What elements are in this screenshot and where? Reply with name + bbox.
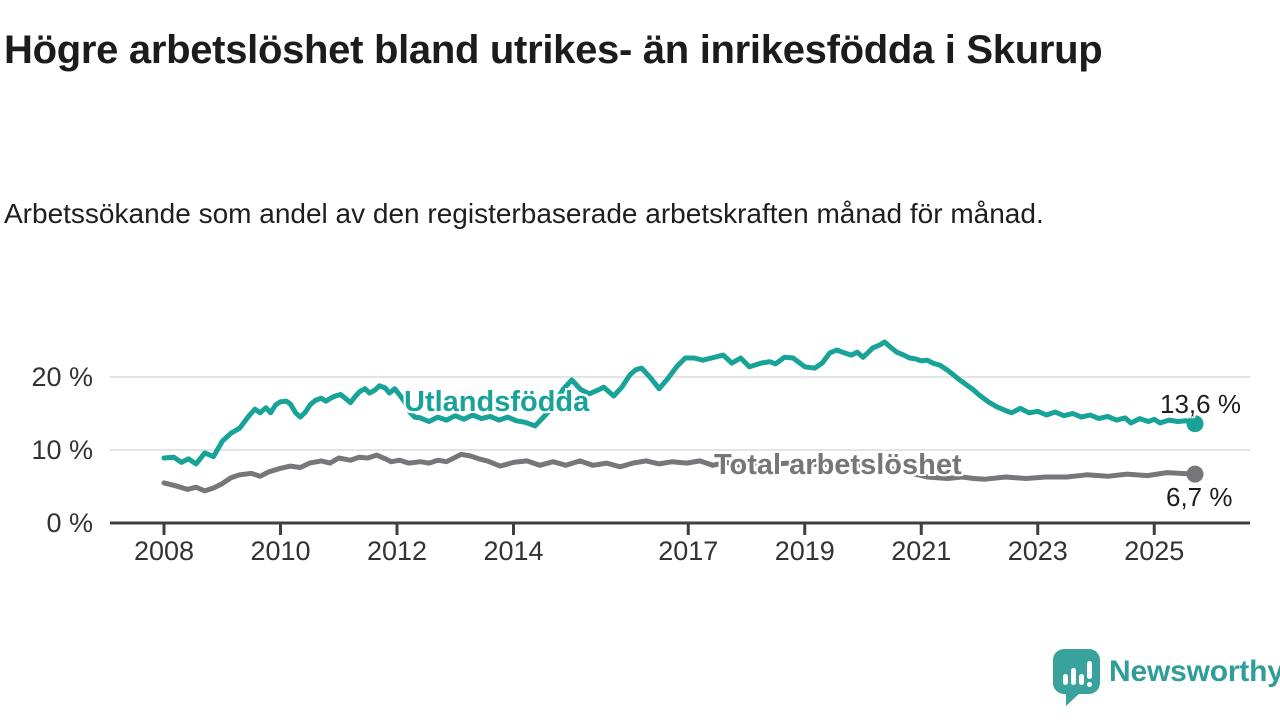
x-axis-tick-label: 2021 (891, 536, 951, 566)
chart-subtitle: Arbetssökande som andel av den registerb… (4, 198, 1044, 229)
end-value-label-total: 6,7 % (1166, 482, 1233, 512)
series-label-total-arbetsloshet: Total arbetslöshet (714, 449, 962, 481)
x-axis-tick-label: 2025 (1124, 536, 1184, 566)
end-value-label-utlandsfodda: 13,6 % (1160, 389, 1241, 419)
logo-exclamation-bar (1087, 661, 1092, 679)
logo-chart-bar (1063, 674, 1068, 685)
y-axis-tick-label: 0 % (46, 508, 93, 538)
logo-chart-bar (1071, 668, 1076, 685)
x-axis-tick-label: 2008 (134, 536, 194, 566)
newsworthy-logo-text: Newsworthy (1109, 655, 1280, 688)
x-axis-tick-label: 2017 (658, 536, 718, 566)
y-axis-tick-label: 20 % (31, 362, 93, 392)
x-axis-tick-label: 2010 (250, 536, 310, 566)
x-axis-tick-label: 2023 (1008, 536, 1068, 566)
logo-chart-bar (1079, 674, 1084, 685)
newsworthy-logo-icon (1053, 649, 1100, 706)
speech-bubble-tail (1066, 692, 1081, 706)
series-end-dot-total (1186, 465, 1204, 483)
logo-exclamation-dot (1087, 682, 1092, 687)
page-title: Högre arbetslöshet bland utrikes- än inr… (4, 28, 1103, 72)
series-label-utlandsfodda: Utlandsfödda (404, 386, 590, 418)
series-line-utlandsfodda (161, 339, 1198, 467)
newsworthy-logo: Newsworthy (1053, 649, 1280, 706)
y-axis-tick-label: 10 % (31, 435, 93, 465)
speech-bubble-shape (1053, 649, 1100, 694)
series-line-total (161, 451, 1198, 494)
x-axis-tick-label: 2019 (775, 536, 835, 566)
x-axis-tick-label: 2014 (483, 536, 543, 566)
x-axis-tick-label: 2012 (367, 536, 427, 566)
series-end-dot-utlandsfodda (1186, 415, 1204, 433)
